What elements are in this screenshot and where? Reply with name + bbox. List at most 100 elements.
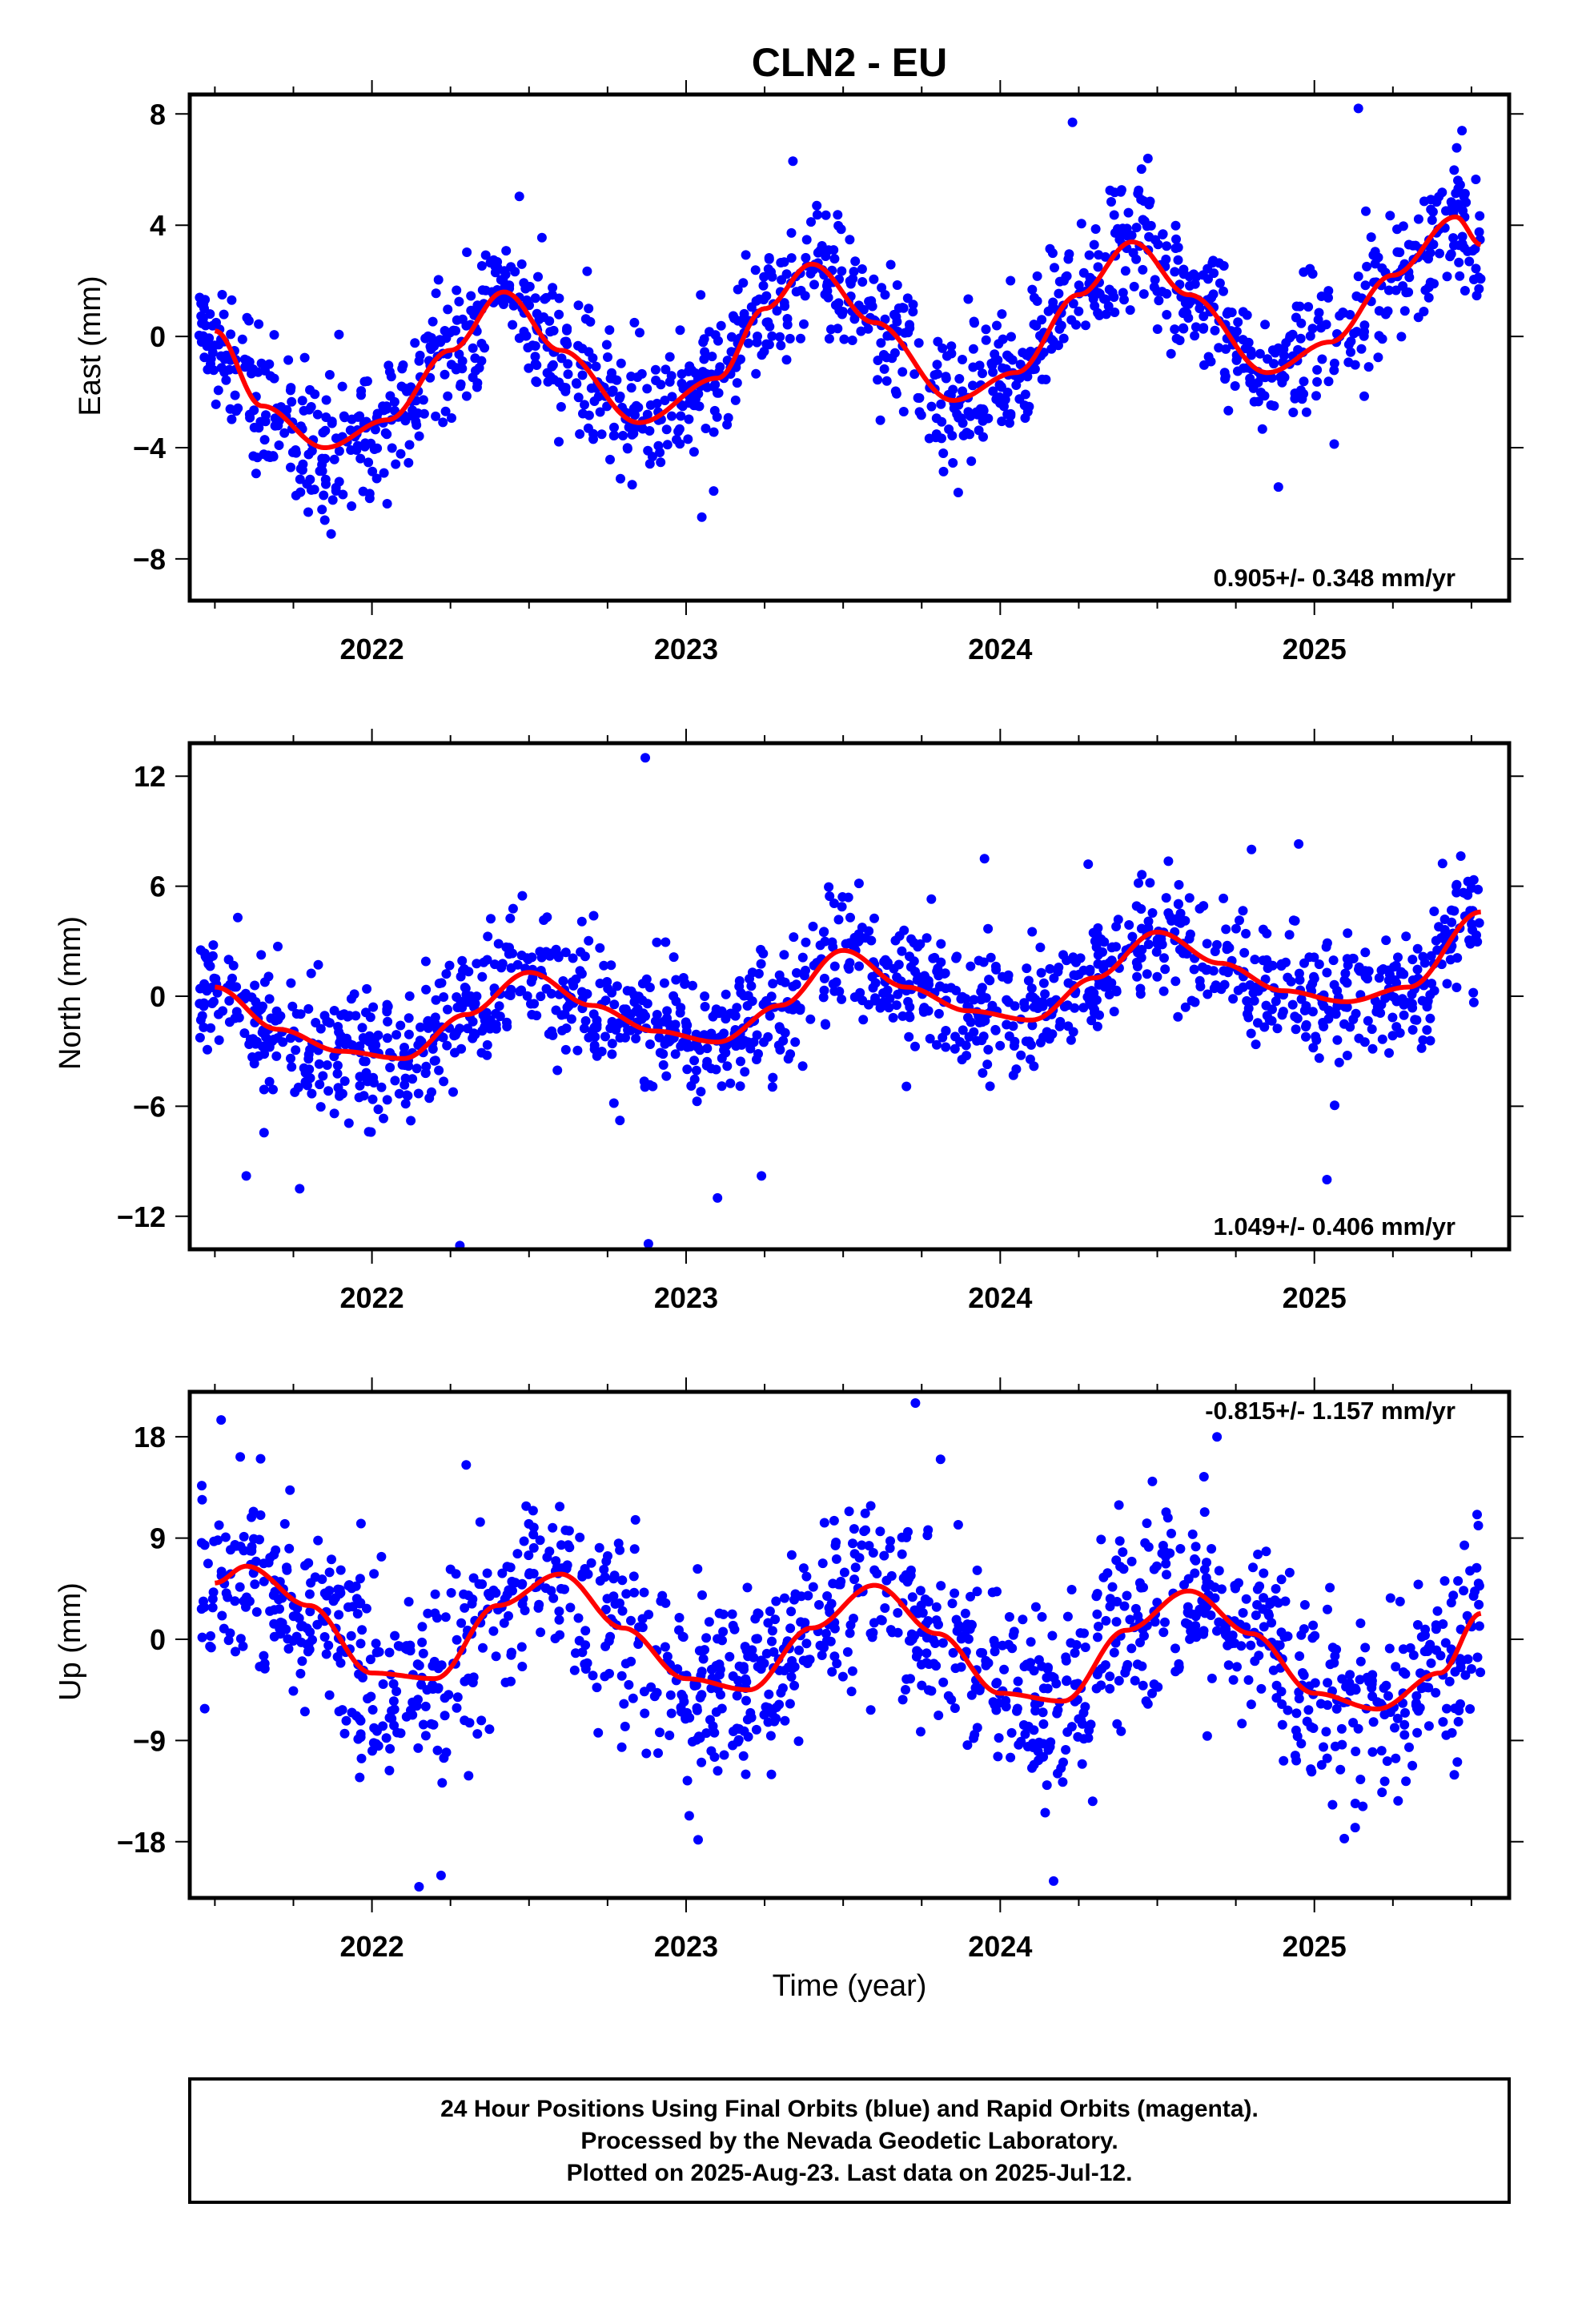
up-point <box>401 1711 412 1722</box>
east-point <box>1346 347 1355 357</box>
up-point <box>876 1614 886 1625</box>
north-point <box>759 1037 769 1047</box>
up-point <box>1268 1665 1279 1675</box>
east-point <box>1449 165 1460 175</box>
up-point <box>700 1645 709 1655</box>
up-point <box>761 1702 771 1712</box>
north-point <box>1378 964 1388 974</box>
up-point <box>865 1705 876 1715</box>
up-point <box>938 1638 948 1648</box>
north-point <box>558 976 568 986</box>
up-point <box>800 1618 810 1628</box>
up-point <box>517 1662 528 1671</box>
east-point <box>856 326 866 336</box>
up-point <box>962 1740 973 1751</box>
up-point <box>808 1582 818 1592</box>
north-point <box>801 937 811 947</box>
up-point <box>777 1683 788 1693</box>
up-point <box>1271 1584 1281 1594</box>
up-point <box>1470 1586 1480 1597</box>
north-point <box>905 962 916 972</box>
east-point <box>1191 271 1202 282</box>
north-point <box>359 1056 369 1067</box>
north-point <box>1456 851 1466 861</box>
east-point <box>554 309 564 320</box>
east-point <box>938 448 949 458</box>
up-point <box>460 1715 470 1726</box>
north-point <box>1159 953 1169 963</box>
up-point <box>987 1587 998 1598</box>
up-point <box>677 1707 686 1717</box>
north-point <box>658 1059 669 1070</box>
up-point <box>324 1690 335 1700</box>
east-point <box>1370 259 1380 269</box>
east-point <box>355 453 366 464</box>
east-point <box>295 487 306 497</box>
up-point <box>508 1586 517 1596</box>
north-point <box>363 1127 374 1137</box>
up-point <box>660 1642 670 1652</box>
up-point <box>546 1586 556 1596</box>
north-point <box>373 1030 383 1040</box>
east-point <box>607 368 616 378</box>
up-point <box>1228 1675 1239 1685</box>
up-point <box>948 1647 958 1658</box>
north-point <box>259 1084 269 1095</box>
north-point <box>589 1044 600 1055</box>
east-point <box>948 384 958 395</box>
up-point <box>1040 1807 1050 1818</box>
up-point <box>1420 1630 1430 1640</box>
up-point <box>1034 1655 1044 1665</box>
east-point <box>627 429 637 440</box>
east-point <box>516 259 527 269</box>
north-point <box>489 983 500 994</box>
east-point <box>647 452 657 462</box>
east-point <box>339 412 350 423</box>
up-point <box>1379 1710 1390 1719</box>
up-point <box>1125 1614 1135 1625</box>
east-point <box>612 375 622 385</box>
north-point <box>268 1084 278 1095</box>
east-point <box>1215 278 1225 288</box>
up-point <box>732 1691 742 1701</box>
east-point <box>941 372 951 382</box>
up-point <box>786 1606 797 1617</box>
up-outlier-point <box>935 1454 946 1465</box>
up-point <box>626 1615 636 1626</box>
east-point <box>751 368 761 379</box>
north-point <box>901 1081 912 1092</box>
north-point <box>251 997 261 1007</box>
up-point <box>936 1581 946 1591</box>
east-point <box>287 396 297 407</box>
up-point <box>1405 1642 1415 1653</box>
up-point <box>295 1668 306 1679</box>
up-point <box>1202 1731 1212 1741</box>
north-point <box>482 1050 492 1060</box>
east-point <box>948 458 958 468</box>
up-point <box>365 1655 375 1665</box>
north-point <box>829 899 839 908</box>
up-point <box>207 1602 218 1613</box>
up-rate-label: -0.815+/- 1.157 mm/yr <box>1205 1397 1456 1425</box>
up-point <box>999 1664 1010 1675</box>
east-point <box>596 429 607 440</box>
up-point <box>1456 1663 1466 1672</box>
east-point <box>1026 346 1036 356</box>
east-point <box>699 334 709 344</box>
east-point <box>615 391 625 401</box>
north-point <box>625 1025 636 1035</box>
north-point <box>560 947 571 958</box>
east-point <box>1277 370 1287 380</box>
east-point <box>219 309 229 320</box>
east-point <box>908 300 918 310</box>
east-point <box>812 210 822 220</box>
east-point <box>279 428 290 438</box>
east-point <box>346 445 356 455</box>
north-fit-curve <box>215 909 1481 1061</box>
north-point <box>1464 935 1474 945</box>
north-point <box>1202 939 1212 949</box>
up-point <box>1043 1745 1054 1755</box>
up-point <box>868 1548 878 1558</box>
up-point <box>716 1690 725 1700</box>
up-point <box>1277 1699 1287 1709</box>
